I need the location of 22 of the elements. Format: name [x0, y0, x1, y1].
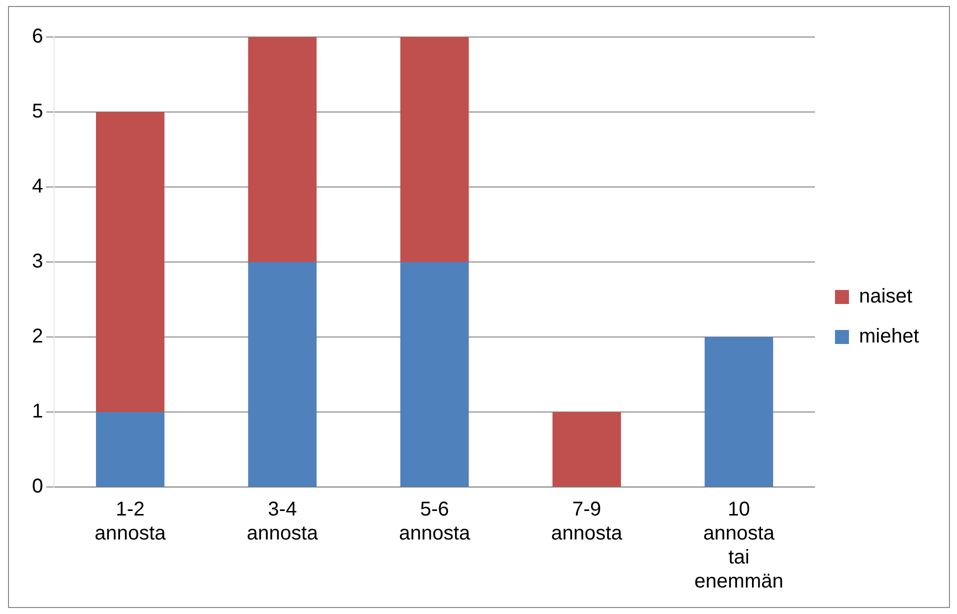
- legend-label: miehet: [858, 326, 920, 348]
- bar: [552, 412, 621, 486]
- legend-label: naiset: [858, 286, 913, 308]
- bar: [248, 37, 317, 262]
- bar: [400, 262, 469, 486]
- bar: [400, 37, 469, 262]
- y-tick-label: 4: [32, 176, 44, 198]
- y-tick-label: 0: [32, 476, 44, 498]
- x-tick-label: 5-6 annosta: [398, 498, 472, 545]
- x-tick-label: 1-2 annosta: [94, 498, 167, 545]
- y-tick-label: 1: [32, 400, 44, 423]
- y-tick-label: 3: [32, 250, 44, 273]
- bar: [96, 112, 164, 412]
- y-tick-label: 2: [32, 326, 44, 348]
- bar: [96, 412, 164, 486]
- x-tick-label: 7-9 annosta: [551, 498, 624, 545]
- bar: [704, 337, 774, 486]
- bar: [248, 262, 317, 486]
- x-tick-label: 3-4 annosta: [246, 498, 319, 545]
- x-tick-label: 10 annosta tai enemmän: [694, 498, 784, 593]
- y-tick-label: 6: [32, 26, 44, 48]
- y-tick-label: 5: [32, 100, 44, 123]
